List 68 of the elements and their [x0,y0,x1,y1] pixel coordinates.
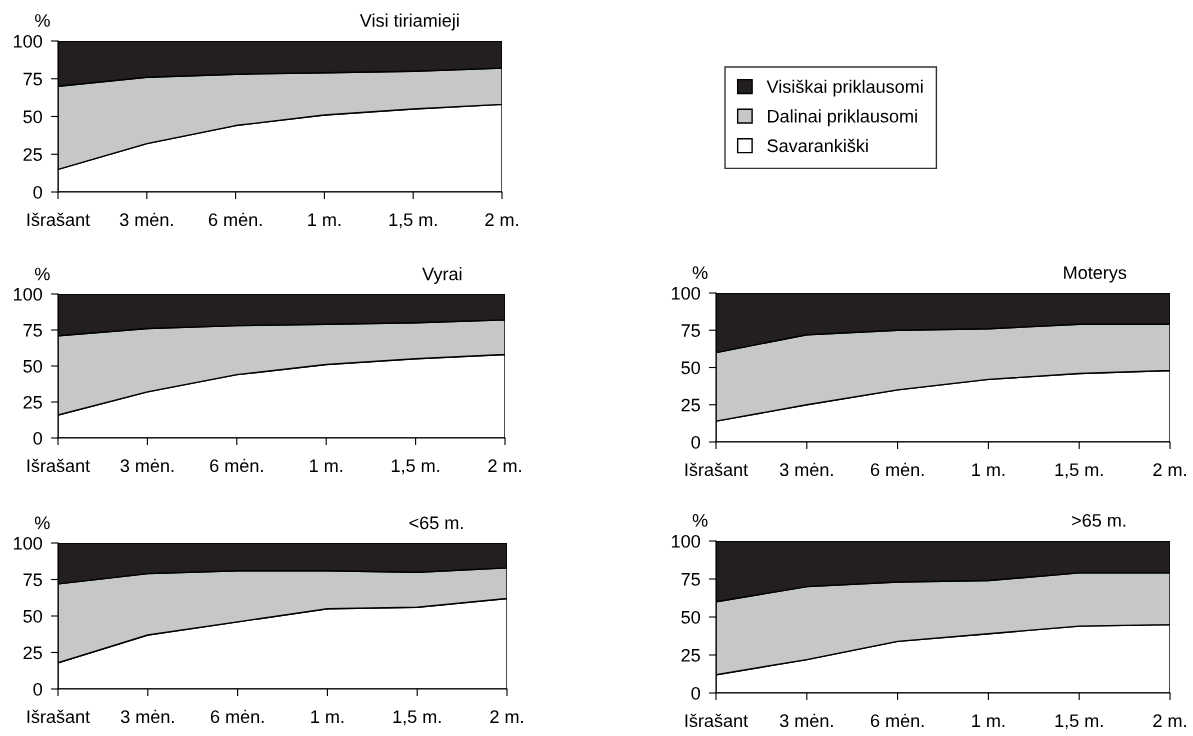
x-tick-label: 1,5 m. [1055,463,1103,479]
y-tick-label: 50 [681,610,701,624]
x-tick-label: 3 mėn. [779,713,833,728]
y-tick-label: 50 [23,359,43,373]
x-tick-label: 6 mėn. [870,462,924,477]
y-axis-title: % [34,516,50,530]
y-tick-label: 0 [691,435,701,449]
y-tick-label: 25 [681,648,700,662]
x-tick-label: 2 m. [1153,714,1186,727]
legend-label: Dalinai priklausomi [768,109,917,127]
y-tick-label: 75 [23,324,42,337]
legend-label: Savarankiški [767,138,868,153]
chart-title: <65 m. [409,516,463,530]
y-tick-label: 0 [33,185,43,199]
x-tick-label: Išrašant [685,713,748,728]
chart-title: Visi tiriamieji [359,13,459,31]
x-tick-label: 3 mėn. [119,212,173,227]
y-tick-label: 0 [33,431,43,445]
y-tick-label: 100 [671,286,701,300]
y-tick-label: 75 [681,573,700,586]
y-tick-label: 75 [681,324,700,337]
y-axis-title: % [692,266,708,279]
x-tick-label: Išrašant [685,462,748,477]
y-axis-title: % [34,267,50,281]
x-tick-label: 1 m. [308,213,341,226]
x-tick-label: 1 m. [311,710,344,723]
x-tick-label: 2 m. [485,213,518,226]
legend-label: Visiškai priklausomi [766,79,923,97]
x-tick-label: 1,5 m. [1055,714,1103,730]
y-tick-label: 0 [691,686,701,700]
x-tick-label: 1,5 m. [393,710,441,726]
y-tick-label: 100 [13,287,43,301]
x-tick-label: 6 mėn. [208,212,262,227]
x-tick-label: 2 m. [488,459,521,472]
x-tick-label: 1,5 m. [391,459,440,475]
x-tick-label: 1,5 m. [389,213,437,229]
y-tick-label: 75 [23,573,42,587]
x-tick-label: 1 m. [310,459,343,472]
y-tick-label: 25 [23,646,42,660]
x-tick-label: 2 m. [1153,463,1186,476]
x-tick-label: 2 m. [490,710,523,723]
x-tick-label: 6 mėn. [870,713,924,728]
x-tick-label: 3 mėn. [120,458,174,473]
y-tick-label: 25 [23,148,42,161]
x-tick-label: 6 mėn. [210,709,264,724]
x-tick-label: Išrašant [27,458,90,473]
y-tick-label: 25 [681,398,700,412]
y-tick-label: 0 [33,682,43,696]
y-tick-label: 50 [23,110,43,124]
y-tick-label: 25 [23,395,42,409]
x-tick-label: Išrašant [27,212,90,227]
x-tick-label: 1 m. [972,463,1005,476]
y-axis-title: % [692,514,708,527]
x-tick-label: 3 mėn. [120,709,174,724]
chart-title: >65 m. [1072,514,1126,527]
chart-title: Vyrai [422,267,462,284]
y-tick-label: 100 [671,534,701,548]
chart-title: Moterys [1064,266,1127,283]
x-tick-label: 3 mėn. [779,462,833,477]
y-tick-label: 50 [23,609,43,623]
x-tick-label: 1 m. [972,714,1005,727]
y-tick-label: 75 [23,72,42,86]
y-axis-title: % [35,14,50,27]
x-tick-label: 6 mėn. [210,458,263,473]
y-tick-label: 50 [681,361,701,375]
y-tick-label: 100 [13,536,43,550]
x-tick-label: Išrašant [27,709,90,724]
y-tick-label: 100 [13,34,43,48]
